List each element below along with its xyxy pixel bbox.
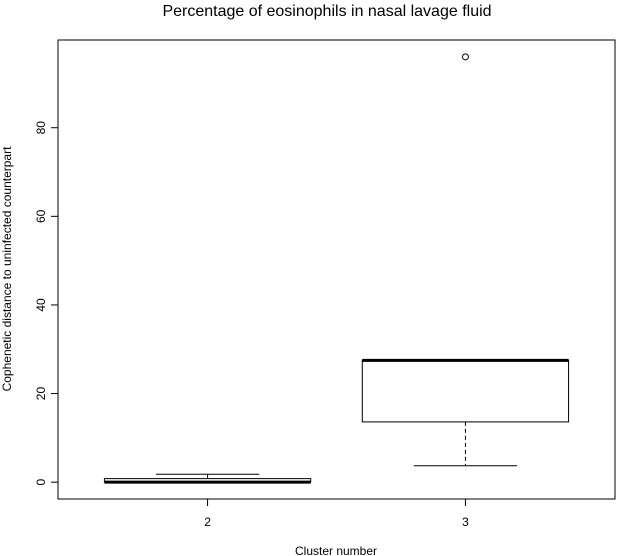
y-axis-label: Cophenetic distance to uninfected counte…: [0, 146, 14, 391]
boxes-layer: [103, 53, 570, 484]
outlier-point: [461, 53, 469, 61]
box-group-cluster-3: [361, 53, 570, 467]
y-tick-label: 20: [34, 387, 48, 401]
y-axis: 0 20 40 60 80: [34, 121, 58, 486]
x-tick-label: 2: [204, 515, 211, 529]
plot-frame: [57, 39, 616, 500]
x-tick-label: 3: [462, 515, 469, 529]
x-axis-label: Cluster number: [295, 544, 377, 556]
chart-title: Percentage of eosinophils in nasal lavag…: [162, 3, 491, 20]
y-tick-label: 80: [34, 121, 48, 135]
box-group-cluster-2: [103, 473, 312, 484]
y-tick-label: 0: [34, 479, 48, 486]
y-tick-label: 60: [34, 209, 48, 223]
y-tick-label: 40: [34, 298, 48, 312]
box-iqr: [361, 359, 570, 423]
